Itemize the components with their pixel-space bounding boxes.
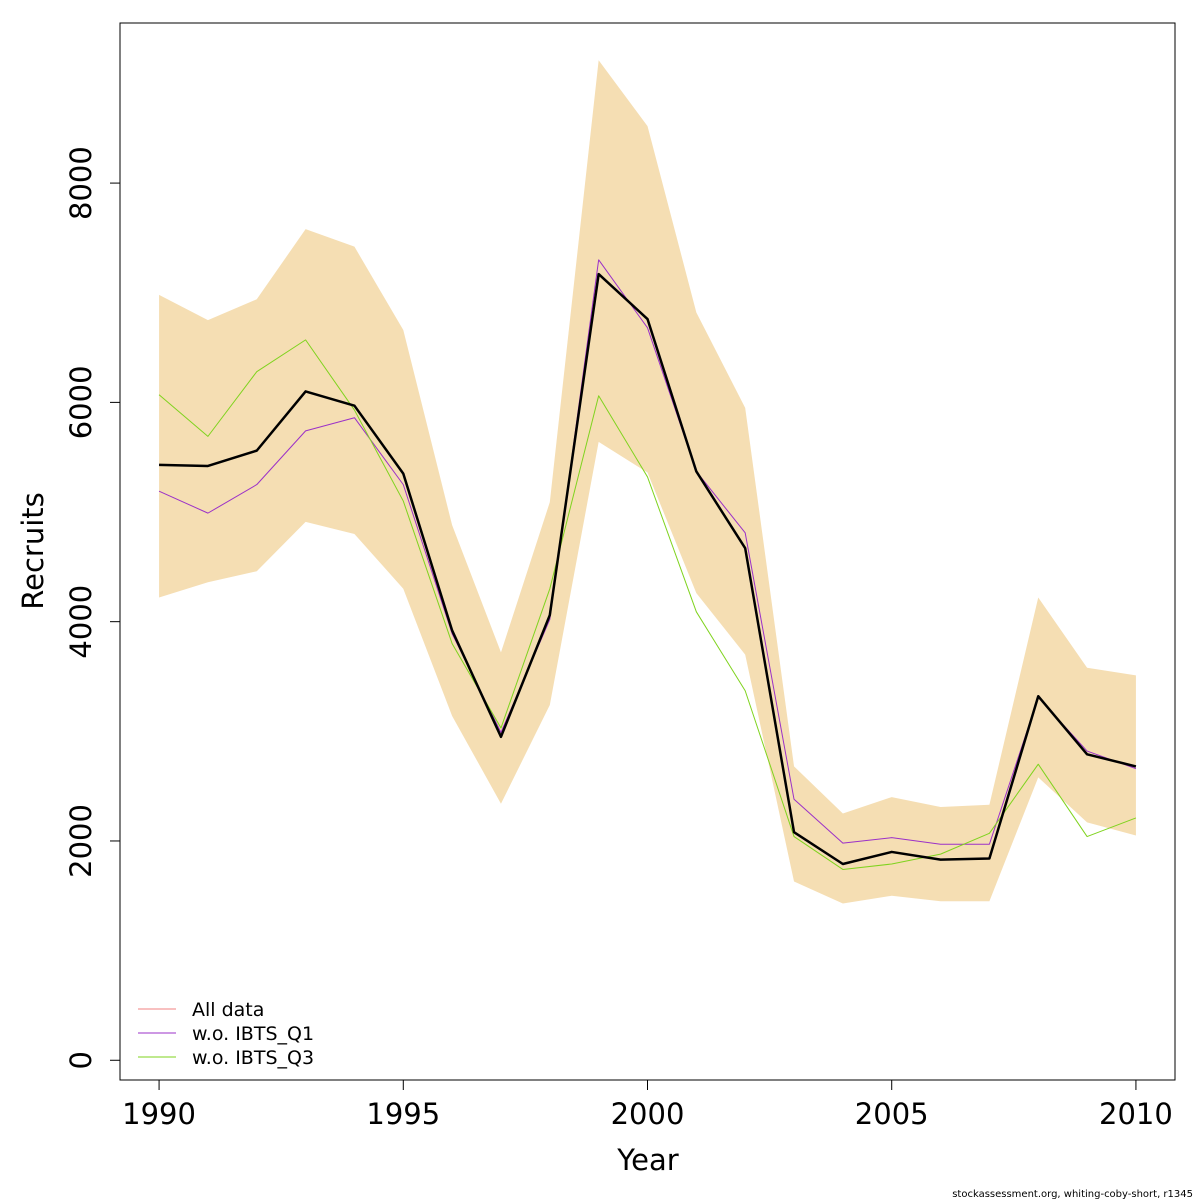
series-line-w-o-ibts-q3	[158, 339, 1137, 870]
x-tick-label: 2010	[1099, 1097, 1173, 1131]
legend-label: All data	[192, 999, 264, 1021]
legend-label: w.o. IBTS_Q3	[192, 1047, 314, 1069]
legend-label: w.o. IBTS_Q1	[192, 1023, 314, 1045]
y-tick-label: 8000	[64, 146, 98, 220]
y-axis: 0 2000 4000 6000 8000	[64, 146, 121, 1069]
x-tick-label: 2000	[611, 1097, 685, 1131]
x-axis: 1990 1995 2000 2005 2010	[122, 1079, 1173, 1131]
y-axis-title: Recruits	[16, 492, 50, 609]
y-tick-label: 2000	[64, 804, 98, 878]
y-tick-label: 6000	[64, 365, 98, 439]
x-tick-label: 1995	[366, 1097, 440, 1131]
x-tick-label: 2005	[855, 1097, 929, 1131]
confidence-band-layer	[159, 60, 1136, 904]
x-tick-label: 1990	[122, 1097, 196, 1131]
series-layer	[158, 259, 1137, 870]
y-tick-label: 4000	[64, 585, 98, 659]
series-line-main-estimate	[159, 272, 1137, 866]
x-axis-title: Year	[616, 1143, 678, 1177]
confidence-band	[159, 60, 1136, 904]
y-tick-label: 0	[64, 1051, 98, 1069]
series-line-w-o-ibts-q1	[158, 259, 1137, 845]
footer-credit: stockassessment.org, whiting-coby-short,…	[952, 1189, 1193, 1200]
